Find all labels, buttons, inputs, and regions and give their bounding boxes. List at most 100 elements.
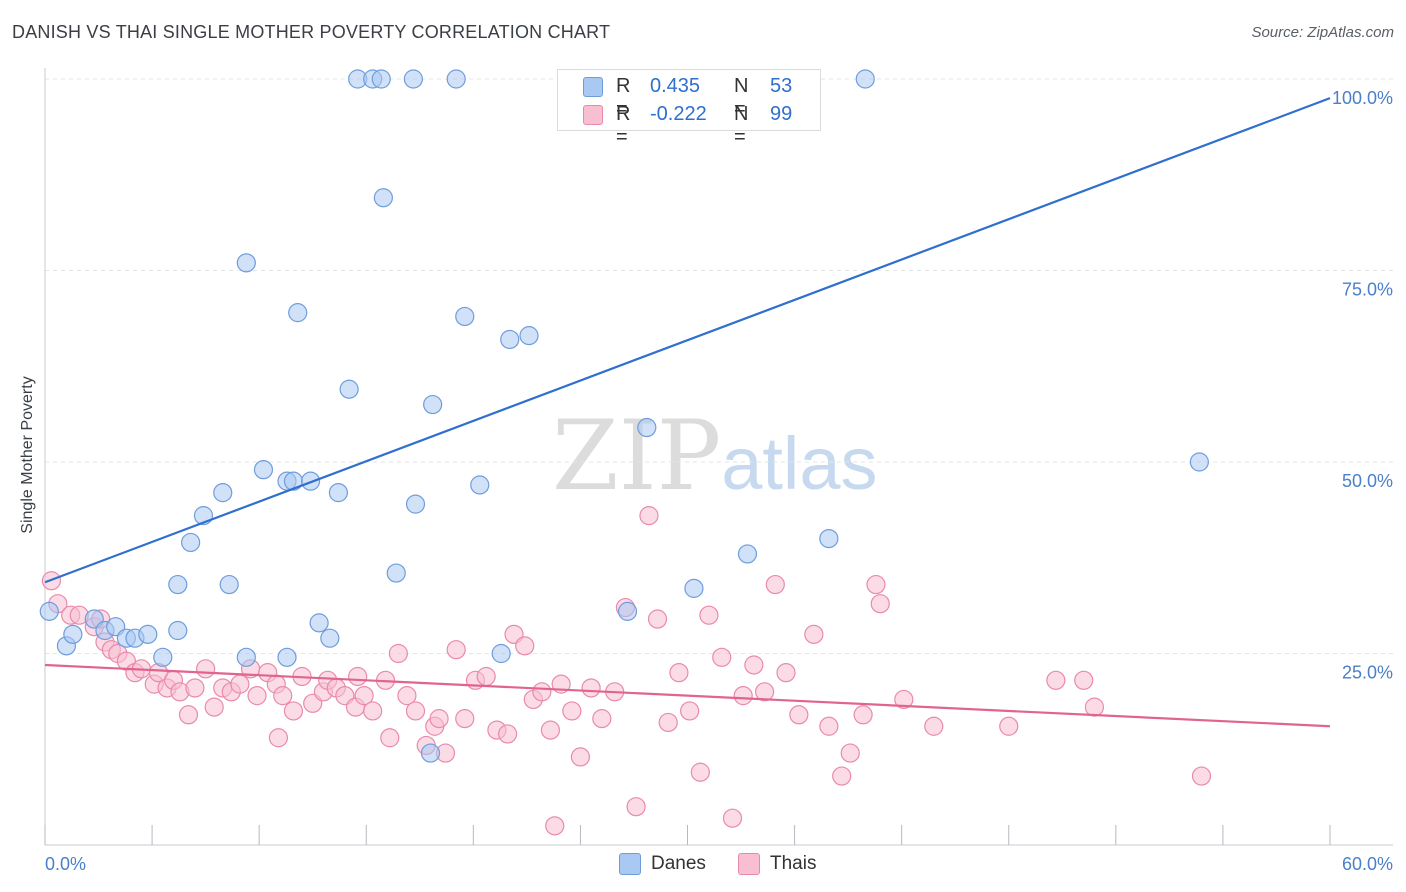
- danes-point: [637, 417, 657, 438]
- danes-point: [500, 329, 520, 350]
- thais-point: [247, 686, 267, 706]
- thais-point: [690, 762, 710, 782]
- danes-point: [181, 532, 201, 553]
- thais-point: [789, 705, 809, 725]
- thais-point: [658, 712, 678, 733]
- thais-point: [268, 728, 289, 748]
- thais-point: [999, 716, 1019, 736]
- danes-point: [420, 743, 441, 763]
- tick-labels: 25.0% 50.0% 75.0% 100.0% 0.0% 60.0%: [45, 88, 1393, 874]
- thais-point: [712, 647, 732, 667]
- danes-trend-line: [44, 97, 1331, 584]
- danes-point: [339, 379, 359, 399]
- n-label: N =: [734, 75, 749, 120]
- grid-lines: [45, 78, 1393, 654]
- thais-point: [592, 709, 612, 729]
- danes-point: [309, 613, 329, 633]
- danes-point: [737, 544, 758, 564]
- danes-point: [819, 528, 839, 549]
- danes-point: [371, 69, 391, 89]
- thais-point: [765, 574, 785, 595]
- thais-point: [515, 636, 535, 656]
- danes-point: [617, 601, 638, 621]
- legend-label: Thais: [770, 853, 817, 874]
- thais-point: [870, 594, 890, 614]
- danes-point: [213, 483, 233, 503]
- thais-point: [733, 686, 753, 706]
- stats-box: R = 0.435 N = 53 R = -0.222 N = 99: [557, 69, 821, 148]
- thais-point: [196, 659, 216, 679]
- thais-point: [405, 701, 426, 721]
- x-tick-label: 0.0%: [45, 854, 86, 874]
- danes-point: [168, 620, 188, 641]
- danes-legend-swatch: [619, 853, 641, 875]
- danes-point: [288, 303, 308, 323]
- r-value: -0.222: [650, 103, 707, 125]
- danes-point: [138, 624, 158, 644]
- thais-point: [647, 609, 668, 629]
- thais-point: [1191, 766, 1212, 786]
- thais-point: [178, 705, 199, 725]
- thais-point: [283, 701, 304, 721]
- thais-point: [185, 678, 205, 698]
- thais-point: [397, 686, 417, 706]
- danes-point: [168, 574, 188, 595]
- danes-point: [63, 624, 83, 644]
- thais-point: [455, 709, 475, 729]
- thais-point: [1074, 670, 1094, 690]
- thais-point: [540, 720, 561, 740]
- danes-point: [219, 574, 239, 595]
- danes-point: [236, 647, 256, 667]
- danes-point: [277, 647, 297, 667]
- danes-point: [236, 253, 256, 273]
- thais-point: [894, 689, 914, 710]
- r-label: R =: [616, 103, 631, 148]
- thais-point: [722, 808, 743, 828]
- thais-point: [545, 816, 565, 836]
- danes-point: [1189, 452, 1209, 472]
- danes-point: [423, 394, 443, 415]
- thais-point: [840, 743, 860, 763]
- thais-point: [924, 716, 944, 736]
- thais-point: [581, 678, 601, 698]
- danes-point: [491, 643, 511, 664]
- thais-point: [866, 574, 886, 595]
- thais-point: [819, 716, 839, 736]
- thais-point: [804, 624, 824, 644]
- thais-point: [1084, 697, 1105, 717]
- danes-point: [684, 578, 704, 598]
- danes-point: [153, 647, 173, 667]
- thais-point: [832, 766, 852, 786]
- thais-point: [388, 643, 408, 664]
- danes-point: [403, 69, 423, 89]
- danes-point: [320, 628, 340, 648]
- r-value: 0.435: [650, 75, 701, 97]
- thais-point: [273, 686, 293, 706]
- y-tick-label: 25.0%: [1342, 663, 1393, 683]
- n-value: 53: [770, 75, 793, 97]
- danes-point: [39, 601, 59, 621]
- thais-point: [476, 666, 496, 687]
- n-label: N =: [734, 103, 749, 148]
- thais-point: [354, 686, 374, 706]
- thais-point: [498, 724, 518, 744]
- thais-point: [699, 605, 719, 625]
- thais-legend-swatch: [738, 853, 760, 875]
- y-tick-label: 75.0%: [1342, 280, 1393, 300]
- danes-swatch: [583, 77, 603, 97]
- thais-point: [639, 506, 659, 526]
- danes-points: [39, 69, 1209, 763]
- thais-point: [776, 663, 796, 683]
- thais-point: [429, 709, 449, 729]
- danes-point: [253, 460, 274, 480]
- thais-point: [1046, 670, 1066, 690]
- trend-lines: [44, 97, 1331, 728]
- y-tick-label: 100.0%: [1332, 88, 1393, 108]
- danes-point: [455, 306, 475, 327]
- thais-point: [562, 701, 582, 721]
- thais-point: [680, 701, 700, 721]
- thais-swatch: [583, 105, 603, 125]
- thais-point: [626, 797, 646, 817]
- n-value: 99: [770, 103, 793, 125]
